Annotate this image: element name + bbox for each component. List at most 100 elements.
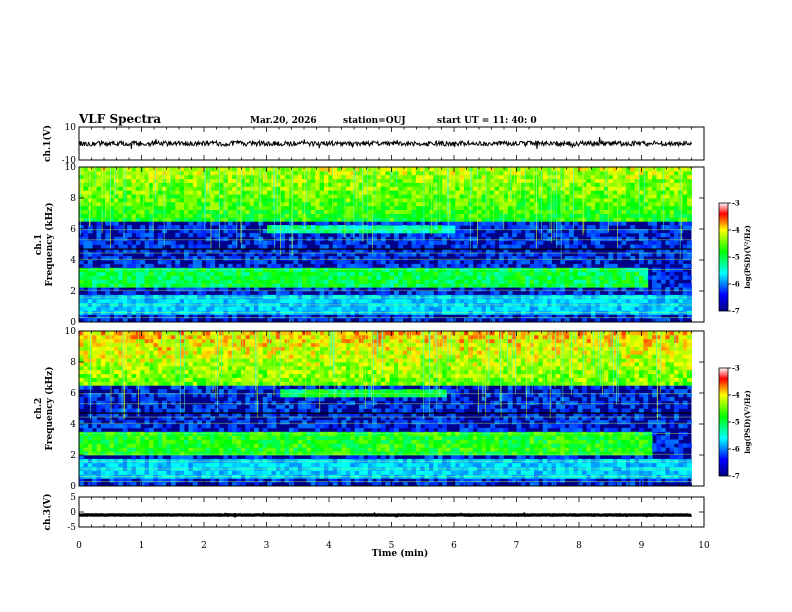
ch1-spectrogram-cell [630, 205, 636, 211]
ch1-spectrogram-cell [424, 279, 430, 284]
ch1-spectrogram-cell [363, 213, 369, 218]
ch1-spectrogram-cell [258, 213, 264, 218]
ch1-spectrogram-cell [149, 221, 154, 226]
ch1-spectrogram-cell [407, 232, 412, 238]
ch1-spectrogram-cell [586, 174, 592, 180]
ch1-spectrogram-cell [481, 174, 487, 180]
ch1-spectrogram-cell [560, 174, 566, 180]
ch1-spectrogram-cell [201, 267, 207, 273]
ch1-spectrogram-cell [520, 190, 526, 195]
ch1-spectrogram-cell [415, 283, 421, 288]
ch1-spectrogram-cell [380, 167, 386, 172]
ch1-spectrogram-cell [271, 201, 277, 207]
ch1-spectrogram-cell [516, 198, 522, 203]
ch1-spectrogram-cell [122, 201, 128, 207]
ch1-spectrogram-cell [350, 217, 356, 222]
ch1-spectrogram-cell [415, 167, 421, 172]
ch1-spectrogram-cell [499, 209, 504, 214]
ch1-spectrogram-cell [367, 194, 373, 199]
ch1-spectrogram-cell [232, 275, 237, 280]
ch1-spectrogram-cell [92, 205, 97, 211]
ch1-spectrogram-cell [354, 217, 360, 222]
ch1-spectrogram-cell [647, 306, 653, 311]
ch1-spectrogram-cell [424, 263, 430, 269]
ch1-spectrogram-cell [450, 225, 456, 230]
ch1-spectrogram-cell [118, 186, 124, 191]
ch1-spectrogram-cell [678, 186, 684, 191]
ch1-spectrogram-cell [140, 248, 146, 253]
ch1-spectrogram-cell [464, 283, 469, 288]
ch1-spectrogram-cell [402, 201, 408, 207]
ch1-spectrogram-cell [359, 271, 364, 276]
ch1-spectrogram-cell [660, 170, 666, 176]
ch1-spectrogram-cell [564, 267, 570, 273]
ch1-spectrogram-cell [197, 240, 202, 245]
ch1-spectrogram-cell [529, 170, 535, 176]
ch1-spectrogram-cell [100, 283, 106, 288]
ch1-spectrogram-cell [477, 275, 482, 280]
ch1-spectrogram-cell [149, 225, 154, 230]
ch1-spectrogram-cell [660, 271, 666, 276]
ch1-spectrogram-cell [79, 198, 84, 203]
ch1-spectrogram-cell [411, 314, 417, 319]
ch1-spectrogram-cell [127, 213, 132, 218]
ch1-spectrogram-cell [464, 260, 469, 265]
ch1-spectrogram-cell [520, 201, 526, 207]
ch1-spectrogram-cell [232, 240, 237, 245]
ch1-spectrogram-cell [394, 225, 399, 230]
ch1-spectrogram-cell [254, 209, 259, 214]
ch1-spectrogram-cell [656, 275, 662, 280]
ch1-spectrogram-cell [122, 260, 128, 265]
ch1-spectrogram-cell [236, 275, 242, 280]
ch1-spectrogram-cell [529, 178, 535, 183]
ch1-spectrogram-cell [411, 306, 417, 311]
ch1-spectrogram-cell [297, 283, 303, 288]
ch1-spectrogram-cell [625, 167, 631, 172]
ch1-spectrogram-cell [442, 170, 447, 176]
ch1-spectrogram-cell [83, 279, 89, 284]
ch1-spectrogram-cell [337, 306, 342, 311]
ch1-spectrogram-cell [678, 178, 684, 183]
ch1-spectrogram-cell [359, 201, 364, 207]
ch1-spectrogram-cell [297, 205, 303, 211]
ch1-spectrogram-cell [420, 201, 426, 207]
ch1-spectrogram-cell [315, 205, 321, 211]
ch1-spectrogram-cell [494, 213, 500, 218]
ch1-spectrogram-cell [450, 229, 456, 234]
ch1-spectrogram-cell [582, 186, 587, 191]
ch1-spectrogram-cell [647, 217, 653, 222]
ch1-spectrogram-cell [87, 252, 93, 257]
ch1-spectrogram-cell [481, 271, 487, 276]
ch1-spectrogram-cell [660, 178, 666, 183]
ch1-spectrogram-cell [332, 244, 338, 249]
ch1-spectrogram-cell [372, 229, 377, 234]
ch1-spectrogram-cell [678, 205, 684, 211]
ch1-spectrogram-cell [555, 182, 561, 187]
ch2-spectrogram-cell [83, 424, 89, 429]
ch1-spectrogram-cell [442, 287, 447, 292]
ch1-spectrogram-cell [656, 217, 662, 222]
ch1-spectrogram-cell [595, 217, 601, 222]
ch1-spectrogram-cell [608, 201, 614, 207]
ch1-spectrogram-cell [477, 221, 482, 226]
ch1-spectrogram-cell [359, 263, 364, 269]
ch1-spectrogram-cell [105, 318, 111, 323]
ch1-spectrogram-cell [560, 267, 566, 273]
ch1-spectrogram-cell [516, 252, 522, 257]
ch1-spectrogram-cell [547, 267, 552, 273]
ch1-spectrogram-cell [455, 232, 461, 238]
ch1-spectrogram-cell [144, 190, 150, 195]
ch1-spectrogram-cell [595, 213, 601, 218]
ch1-spectrogram-cell [354, 225, 360, 230]
ch1-spectrogram-cell [319, 271, 325, 276]
ch1-spectrogram-cell [529, 217, 535, 222]
ch1-spectrogram-colorbar [718, 202, 729, 312]
ch1-spectrogram-cell [643, 174, 649, 180]
ch1-spectrogram-cell [271, 209, 277, 214]
ch1-spectrogram-cell [639, 248, 644, 253]
ch1-spectrogram-cell [608, 174, 614, 180]
ch1-spectrogram-cell [354, 267, 360, 273]
ch1-spectrogram-cell [634, 306, 640, 311]
ch1-spectrogram-cell [503, 186, 509, 191]
ch1-spectrogram-cell [464, 213, 469, 218]
